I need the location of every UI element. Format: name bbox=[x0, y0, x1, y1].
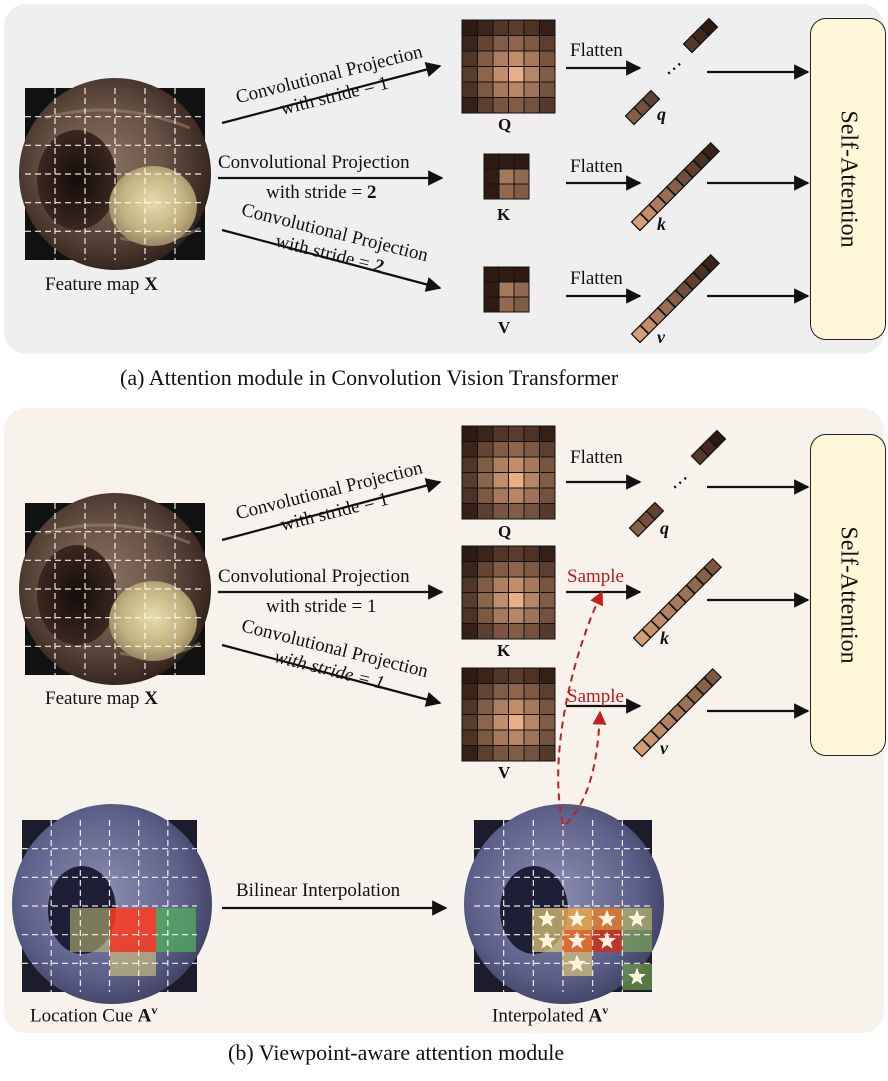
k-vector-b bbox=[632, 557, 723, 648]
star-icon bbox=[628, 967, 646, 985]
feature-map-image-a bbox=[19, 78, 211, 270]
v-vector-label-b: v bbox=[660, 738, 668, 758]
caption-b: (b) Viewpoint-aware attention module bbox=[228, 1040, 565, 1065]
v-vector-b bbox=[632, 667, 723, 758]
flatten-label-k-a: Flatten bbox=[570, 156, 623, 177]
v-token-grid-a bbox=[483, 266, 530, 313]
k-token-grid-b bbox=[461, 545, 556, 640]
q-vector-head-a bbox=[682, 17, 719, 54]
interpolated-image bbox=[464, 804, 664, 1004]
v-vector-label-a: v bbox=[657, 327, 665, 347]
q-letter-a: Q bbox=[498, 115, 512, 134]
star-icon bbox=[628, 909, 646, 927]
dashed-arrow-to-sample-v bbox=[565, 710, 607, 825]
self-attention-box-b: Self-Attention bbox=[810, 434, 886, 756]
star-icon bbox=[538, 909, 556, 927]
star-icon bbox=[598, 909, 616, 927]
proj-k-line2-b: with stride = 1 bbox=[266, 596, 377, 617]
q-vector-tail-b bbox=[628, 501, 665, 538]
q-letter-b: Q bbox=[498, 522, 512, 541]
interpolated-label: Interpolated Av bbox=[492, 1003, 609, 1027]
k-vector-label-a: k bbox=[657, 214, 666, 234]
star-icon bbox=[568, 954, 586, 972]
proj-k-line1-b: Convolutional Projection bbox=[218, 566, 410, 587]
sample-label-v: Sample bbox=[567, 686, 624, 707]
k-letter-b: K bbox=[497, 641, 511, 660]
proj-k-line2-a: with stride = 2 bbox=[266, 182, 377, 203]
sample-label-k: Sample bbox=[567, 566, 624, 587]
arrow-proj-v-a bbox=[221, 228, 442, 292]
feature-map-image-b bbox=[19, 493, 211, 685]
dashed-arrow-to-sample-k bbox=[557, 590, 603, 825]
q-vector-label-b: q bbox=[660, 518, 669, 538]
k-vector-a bbox=[630, 141, 721, 232]
q-token-grid-a bbox=[461, 19, 556, 114]
feature-map-label-a: Feature map X bbox=[45, 274, 158, 295]
flatten-label-q-b: Flatten bbox=[570, 447, 623, 468]
flatten-label-v-a: Flatten bbox=[570, 268, 623, 289]
arrow-proj-q-a bbox=[221, 62, 442, 125]
location-cue-label: Location Cue Av bbox=[30, 1003, 158, 1027]
star-icon bbox=[538, 931, 556, 949]
bilinear-label: Bilinear Interpolation bbox=[236, 880, 401, 901]
q-token-grid-b bbox=[461, 425, 556, 520]
k-letter-a: K bbox=[497, 205, 511, 224]
location-cue-image bbox=[12, 804, 212, 1004]
q-vector-tail-a bbox=[624, 89, 661, 126]
flatten-label-q-a: Flatten bbox=[570, 40, 623, 61]
q-vector-label-a: q bbox=[657, 104, 666, 124]
arrow-proj-v-b bbox=[221, 643, 442, 707]
caption-a: (a) Attention module in Convolution Visi… bbox=[120, 365, 619, 390]
proj-k-line1-a: Convolutional Projection bbox=[218, 152, 410, 173]
star-icon bbox=[568, 931, 586, 949]
v-letter-b: V bbox=[498, 763, 511, 782]
arrow-proj-q-b bbox=[221, 478, 442, 542]
k-vector-label-b: k bbox=[660, 628, 669, 648]
feature-map-label-b: Feature map X bbox=[45, 688, 158, 709]
v-letter-a: V bbox=[498, 318, 511, 337]
star-icon bbox=[568, 909, 586, 927]
star-icon bbox=[598, 931, 616, 949]
v-vector-a bbox=[630, 253, 721, 344]
q-vector-head-b bbox=[690, 429, 727, 466]
v-token-grid-b bbox=[461, 667, 556, 762]
self-attention-box-a: Self-Attention bbox=[810, 18, 886, 340]
k-token-grid-a bbox=[483, 153, 530, 200]
